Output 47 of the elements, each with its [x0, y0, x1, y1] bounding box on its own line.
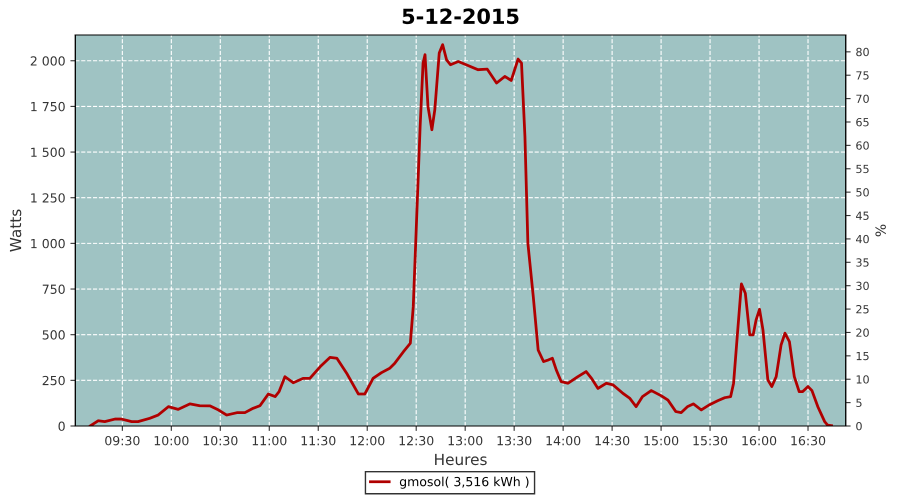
y2-tick-label: 30 — [856, 282, 869, 290]
y2-tick-label: 70 — [856, 94, 869, 103]
x-axis-title: Heures — [435, 454, 487, 466]
y2-tick-label: 65 — [856, 118, 869, 126]
y2-tick-label: 20 — [856, 328, 869, 337]
y-tick-label: 0 — [58, 421, 65, 431]
x-tick-label: 14:00 — [546, 436, 580, 446]
x-tick-label: 12:00 — [350, 436, 384, 446]
y2-tick-label: 40 — [856, 234, 869, 244]
y-axis-title: Watts — [10, 210, 22, 252]
y2-tick-label: 10 — [856, 375, 869, 384]
x-tick-label: 16:00 — [742, 436, 776, 446]
x-tick-label: 13:30 — [498, 436, 532, 446]
y-tick-label: 1 250 — [31, 193, 65, 203]
x-tick-label: 14:30 — [595, 436, 630, 446]
y2-tick-label: 75 — [856, 71, 869, 80]
x-tick-label: 11:30 — [302, 436, 336, 446]
y2-tick-label: 55 — [856, 164, 869, 174]
y2-tick-label: 0 — [856, 422, 862, 430]
y2-tick-label: 25 — [856, 305, 869, 314]
y-tick-label: 750 — [42, 284, 65, 294]
chart-title: 5-12-2015 — [402, 8, 518, 24]
x-tick-label: 16:30 — [791, 436, 826, 446]
x-tick-label: 13:00 — [448, 436, 482, 446]
y2-tick-label: 15 — [856, 352, 869, 360]
x-tick-label: 12:30 — [400, 436, 434, 446]
y-tick-label: 250 — [42, 376, 65, 386]
y2-tick-label: 5 — [856, 398, 862, 407]
x-tick-label: 09:30 — [105, 436, 140, 446]
y2-tick-label: 80 — [856, 48, 869, 56]
y2-tick-label: 60 — [856, 141, 869, 150]
y-tick-label: 1 000 — [31, 238, 65, 248]
x-tick-label: 15:00 — [644, 436, 678, 446]
y-tick-label: 1 500 — [31, 148, 65, 157]
x-tick-label: 10:00 — [154, 436, 189, 446]
x-tick-label: 11:00 — [252, 436, 286, 446]
x-tick-label: 15:30 — [693, 436, 728, 446]
y2-tick-label: 50 — [856, 188, 869, 197]
y-tick-label: 500 — [42, 330, 65, 340]
line-series — [88, 43, 833, 426]
legend-label: gmosol( 3,516 kWh ) — [400, 476, 528, 489]
y2-tick-label: 45 — [856, 212, 869, 220]
y2-tick-label: 35 — [856, 258, 869, 267]
y-tick-label: 2 000 — [30, 56, 65, 66]
y-tick-label: 1 750 — [31, 102, 65, 112]
y2-axis-title: % — [875, 224, 886, 236]
x-tick-label: 10:30 — [204, 436, 238, 446]
